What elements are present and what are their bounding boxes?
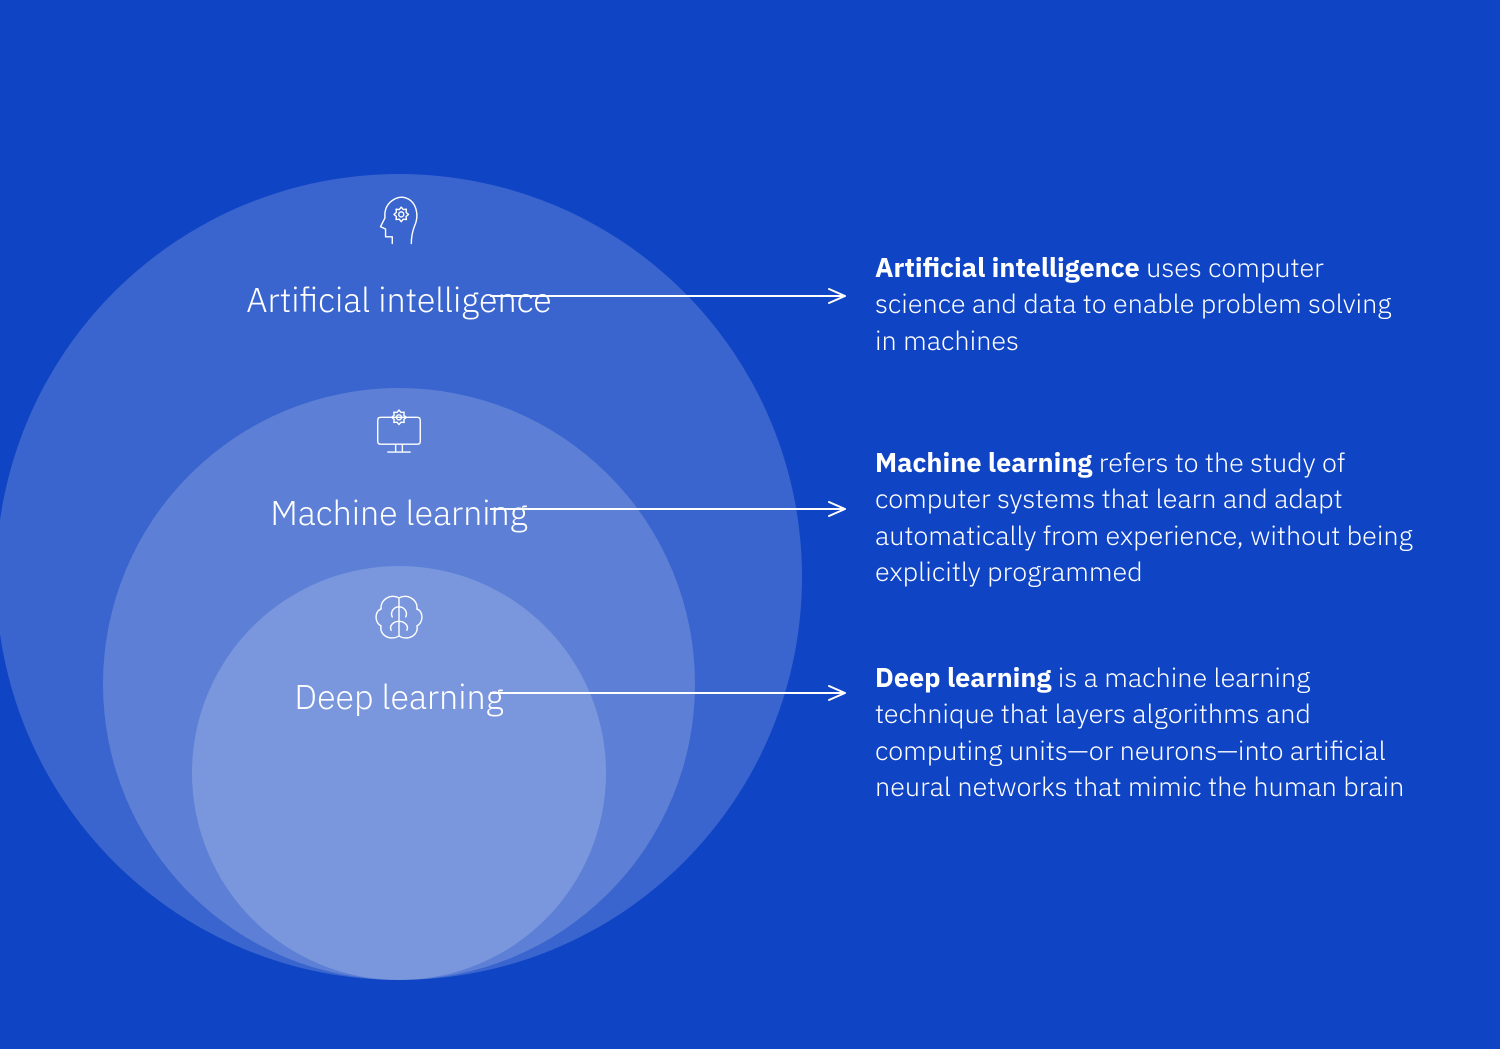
description-ai: Artificial intelligence uses computer sc… <box>875 250 1415 359</box>
ai-venn-infographic: Artificial intelligence Machine learning… <box>0 0 1500 1049</box>
description-ml: Machine learning refers to the study of … <box>875 445 1415 591</box>
description-dl: Deep learning is a machine learning tech… <box>875 660 1415 806</box>
description-dl-term: Deep learning <box>875 660 1051 695</box>
description-ml-term: Machine learning <box>875 445 1092 480</box>
description-ai-term: Artificial intelligence <box>875 250 1140 285</box>
